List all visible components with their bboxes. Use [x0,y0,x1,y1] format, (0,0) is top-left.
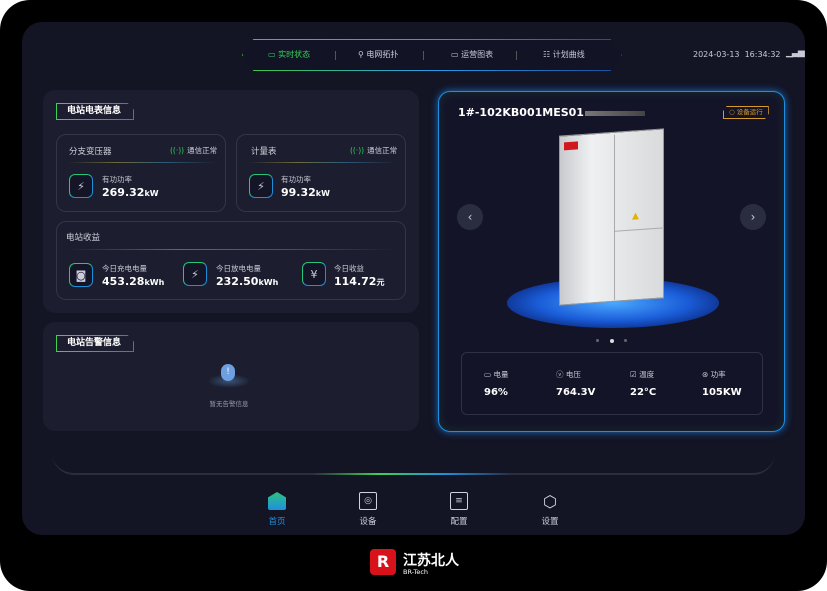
config-icon: ≡ [450,492,468,510]
power-icon: ⊛ [702,370,711,379]
device-name: 1#-102KB001MES01 [458,106,645,119]
carousel-dot[interactable] [596,339,599,342]
signal-wave-icon: ((·)) [350,146,365,155]
voltage-value: 764.3V [556,387,596,398]
revenue-card: 电站收益 ◙ 今日充电电量 453.28kWh ⚡ 今日放电电量 232.50k… [56,221,406,300]
battery-value: 96% [484,387,508,398]
battery-icon: ▭ [484,370,494,379]
metric-battery: ▭ 电量 [484,370,509,379]
home-icon [268,492,286,510]
signal-icon: ▁▃▅ [786,48,805,58]
comm-status: ((·)) 通信正常 [350,146,398,155]
chart-icon: ▭ [451,50,462,59]
divider [247,162,397,163]
divider [335,51,336,60]
screen: ▭ 实时状态 ⚲ 电网拓扑 ▭ 运营图表 ☷ 计划曲线 2024-03-13 1… [22,22,805,535]
divider [423,51,424,60]
charge-value: 453.28kWh [102,275,165,288]
nav-home[interactable]: 首页 [252,492,302,527]
brand-name: 江苏北人 [403,553,459,569]
metric-voltage: ⓥ 电压 [556,370,581,379]
datetime: 2024-03-13 16:34:32 [693,50,781,59]
thermometer-icon: ☑ [630,370,640,379]
empty-state-base [207,374,251,388]
nav-device[interactable]: ◎ 设备 [343,492,393,527]
card-title: 分支变压器 [69,147,112,157]
power-icon: ⚡ [249,174,273,198]
voltage-icon: ⓥ [556,370,566,379]
revenue-value: 114.72元 [334,275,385,288]
bottom-frame [52,453,775,475]
meter-info-title: 电站电表信息 [56,103,135,120]
top-nav: ▭ 实时状态 ⚲ 电网拓扑 ▭ 运营图表 ☷ 计划曲线 [242,39,622,71]
empty-text: 暂无告警信息 [209,400,249,408]
active-power-value: 269.32kW [102,186,159,199]
metric-label: 有功功率 [281,175,311,184]
divider [67,162,217,163]
active-power-value: 99.32kW [281,186,330,199]
card-title: 电站收益 [66,233,101,243]
discharge-icon: ⚡ [183,262,207,286]
metric-label: 有功功率 [102,175,132,184]
power-value: 105KW [702,387,742,398]
carousel-dot[interactable] [624,339,627,342]
carousel-next-button[interactable]: › [740,204,766,230]
charge-icon: ◙ [69,263,93,287]
warning-icon: ▲ [632,211,639,222]
carousel-prev-button[interactable]: ‹ [457,204,483,230]
tab-grid-topology[interactable]: ⚲ 电网拓扑 [358,50,399,59]
list-icon: ☷ [543,50,553,59]
device-panel: 1#-102KB001MES01 ○ 设备运行 ▲ ‹ › ▭ 电量 96% ⓥ… [438,91,785,432]
signal-wave-icon: ((·)) [170,146,185,155]
alert-icon: ! [221,364,235,381]
bottom-glow [312,473,512,475]
meter-info-panel: 电站电表信息 分支变压器 ((·)) 通信正常 ⚡ 有功功率 269.32kW 计… [43,90,419,313]
nav-settings[interactable]: ⬡ 设置 [541,491,559,528]
monitor-icon: ▭ [268,50,279,59]
divider [67,249,397,250]
tab-realtime-status[interactable]: ▭ 实时状态 [268,50,311,59]
brand-logo-icon: R [370,549,396,575]
metric-power: ⊛ 功率 [702,370,726,379]
divider [516,51,517,60]
alarm-info-title: 电站告警信息 [56,335,135,352]
metric-label: 今日充电电量 [102,264,147,273]
comm-status: ((·)) 通信正常 [170,146,218,155]
metric-label: 今日放电电量 [216,264,261,273]
alarm-info-panel: 电站告警信息 ! 暂无告警信息 [43,322,419,431]
settings-icon: ⬡ [543,491,557,511]
tab-operation-charts[interactable]: ▭ 运营图表 [451,50,494,59]
device-icon: ◎ [359,492,377,510]
device-status-badge: ○ 设备运行 [723,106,769,119]
topology-icon: ⚲ [358,50,367,59]
power-icon: ⚡ [69,174,93,198]
temperature-value: 22°C [630,387,657,398]
device-metrics: ▭ 电量 96% ⓥ 电压 764.3V ☑ 温度 22°C ⊛ 功率 105K… [461,352,763,415]
metric-label: 今日收益 [334,264,364,273]
nav-config[interactable]: ≡ 配置 [434,492,484,527]
metric-temperature: ☑ 温度 [630,370,655,379]
card-title: 计量表 [251,147,277,157]
tab-plan-curve[interactable]: ☷ 计划曲线 [543,50,585,59]
brand-subtitle: BR-Tech [403,568,429,576]
transformer-card: 分支变压器 ((·)) 通信正常 ⚡ 有功功率 269.32kW [56,134,226,212]
energy-storage-cabinet-image: ▲ [559,128,664,306]
money-bag-icon: ¥ [302,262,326,286]
carousel-dot-active[interactable] [610,339,614,343]
discharge-value: 232.50kWh [216,275,279,288]
meter-card: 计量表 ((·)) 通信正常 ⚡ 有功功率 99.32kW [236,134,406,212]
